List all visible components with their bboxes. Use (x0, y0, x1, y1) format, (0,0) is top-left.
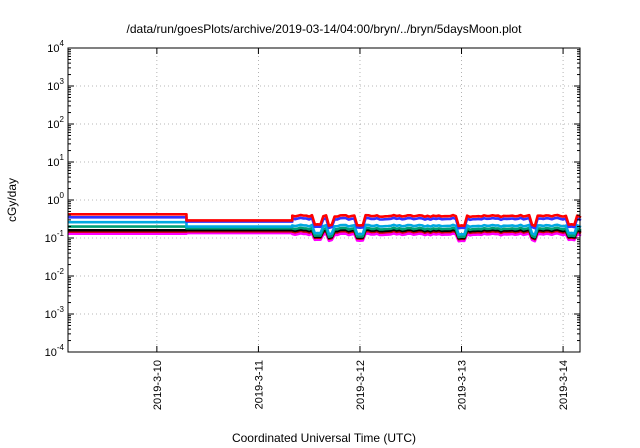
x-axis: 2019-3-10 2019-3-11 2019-3-12 2019-3-13 2019… (152, 48, 570, 410)
x-axis-label: Coordinated Universal Time (UTC) (232, 431, 416, 445)
series-line-7 (68, 213, 582, 228)
x-tick-label: 2019-3-10 (152, 360, 164, 410)
y-axis: 10-4 10-3 10-2 10-1 100 101 102 103 104 (45, 39, 580, 359)
x-tick-label: 2019-3-13 (457, 360, 469, 410)
grid (68, 48, 580, 352)
y-tick-label: 104 (47, 39, 64, 55)
y-tick-label: 100 (47, 191, 64, 207)
x-tick-label: 2019-3-11 (253, 360, 265, 409)
y-tick-label: 101 (47, 153, 64, 169)
series-line-5 (68, 220, 582, 236)
x-tick-label: 2019-3-14 (558, 360, 570, 410)
series-line-6 (68, 216, 582, 230)
y-tick-label: 103 (47, 77, 64, 93)
y-tick-label: 10-2 (45, 267, 65, 283)
chart-title: /data/run/goesPlots/archive/2019-03-14/0… (127, 22, 523, 36)
series-line-4 (68, 225, 582, 239)
y-tick-label: 10-4 (45, 343, 65, 359)
y-axis-label: cGy/day (5, 178, 19, 222)
y-tick-label: 10-1 (45, 229, 65, 245)
series-line-1 (68, 231, 582, 243)
series-group (68, 213, 582, 243)
y-tick-label: 10-3 (45, 305, 65, 321)
x-tick-label: 2019-3-12 (355, 360, 367, 410)
y-tick-label: 102 (47, 115, 64, 131)
